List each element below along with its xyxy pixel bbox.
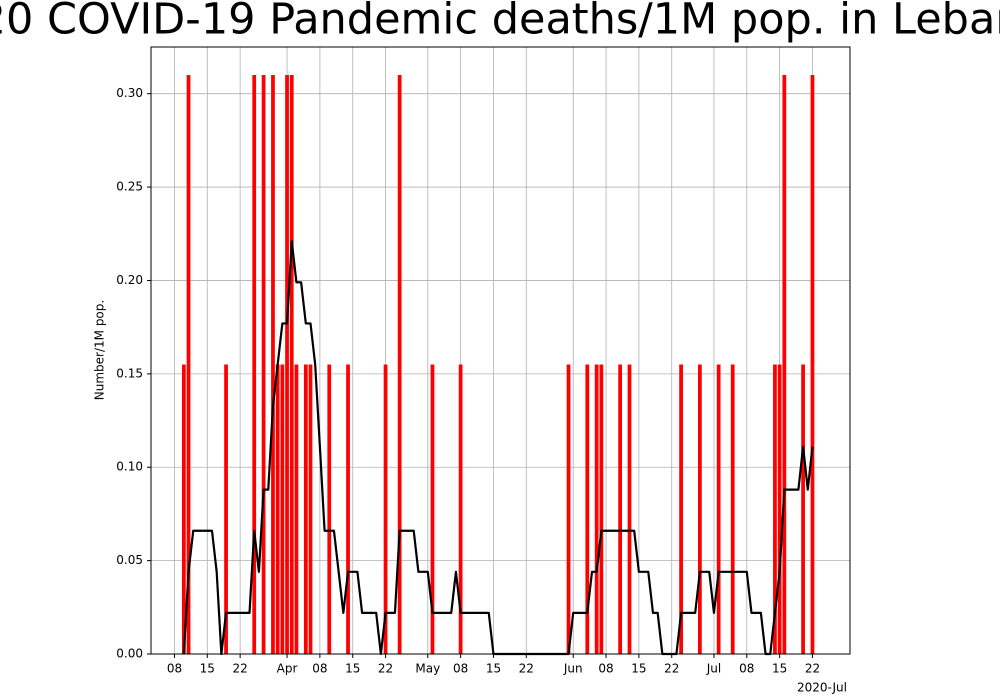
bar bbox=[271, 75, 275, 654]
y-tick-label: 0.25 bbox=[116, 180, 143, 194]
bar bbox=[777, 364, 782, 654]
bar bbox=[186, 75, 191, 654]
x-tick-label: 08 bbox=[453, 662, 468, 676]
x-tick-label: Jun bbox=[563, 662, 583, 676]
bar bbox=[627, 364, 632, 654]
bar bbox=[181, 364, 186, 654]
x-tick-label: Jul bbox=[706, 662, 721, 676]
bar bbox=[280, 364, 285, 654]
bar bbox=[430, 364, 435, 654]
y-tick-label: 0.15 bbox=[116, 366, 143, 380]
x-tick-label: 22 bbox=[232, 662, 247, 676]
y-tick-label: 0.00 bbox=[116, 647, 143, 661]
bar bbox=[397, 75, 402, 654]
x-tick-label: 15 bbox=[345, 662, 360, 676]
bar bbox=[252, 75, 257, 654]
bar bbox=[698, 364, 702, 654]
bar bbox=[618, 364, 623, 654]
bar bbox=[801, 364, 805, 654]
x-tick-label: 22 bbox=[378, 662, 393, 676]
x-tick-label: 08 bbox=[739, 662, 754, 676]
x-tick-label: May bbox=[415, 662, 440, 676]
bar bbox=[730, 364, 735, 654]
x-tick-label: 15 bbox=[772, 662, 787, 676]
x-tick-label: 22 bbox=[664, 662, 679, 676]
bar bbox=[261, 75, 266, 654]
bar bbox=[289, 75, 294, 654]
chart-title: 2020 COVID-19 Pandemic deaths/1M pop. in… bbox=[0, 0, 1000, 45]
bar bbox=[773, 364, 777, 654]
bar bbox=[679, 364, 683, 654]
x-tick-label: 15 bbox=[486, 662, 501, 676]
bar bbox=[327, 364, 332, 654]
x-tick-label: 15 bbox=[631, 662, 646, 676]
x-tick-label: 15 bbox=[200, 662, 215, 676]
y-tick-label: 0.10 bbox=[116, 460, 143, 474]
bar bbox=[383, 364, 388, 654]
y-axis-label: Number/1M pop. bbox=[93, 300, 107, 400]
bar bbox=[346, 364, 350, 654]
x-tick-label: 08 bbox=[167, 662, 182, 676]
bar bbox=[810, 75, 815, 654]
bar bbox=[782, 75, 787, 654]
bar bbox=[224, 364, 228, 654]
x-tick-label: 08 bbox=[312, 662, 327, 676]
x-tick-label: 08 bbox=[598, 662, 613, 676]
y-tick-label: 0.05 bbox=[116, 553, 143, 567]
x-tick-label: Apr bbox=[277, 662, 298, 676]
bar bbox=[458, 364, 463, 654]
bar bbox=[303, 364, 308, 654]
bar bbox=[716, 364, 721, 654]
y-tick-label: 0.30 bbox=[116, 86, 143, 100]
x-tick-label: 22 bbox=[805, 662, 820, 676]
bar bbox=[599, 364, 604, 654]
bar bbox=[294, 364, 299, 654]
y-tick-label: 0.20 bbox=[116, 273, 143, 287]
bar bbox=[308, 364, 313, 654]
bar bbox=[275, 364, 280, 654]
bar bbox=[585, 364, 590, 654]
x-tick-label: 22 bbox=[519, 662, 534, 676]
bar bbox=[566, 364, 571, 654]
x-axis-offset: 2020-Jul bbox=[797, 681, 847, 695]
bar bbox=[594, 364, 599, 654]
plot-frame bbox=[150, 46, 851, 655]
bar bbox=[285, 75, 289, 654]
